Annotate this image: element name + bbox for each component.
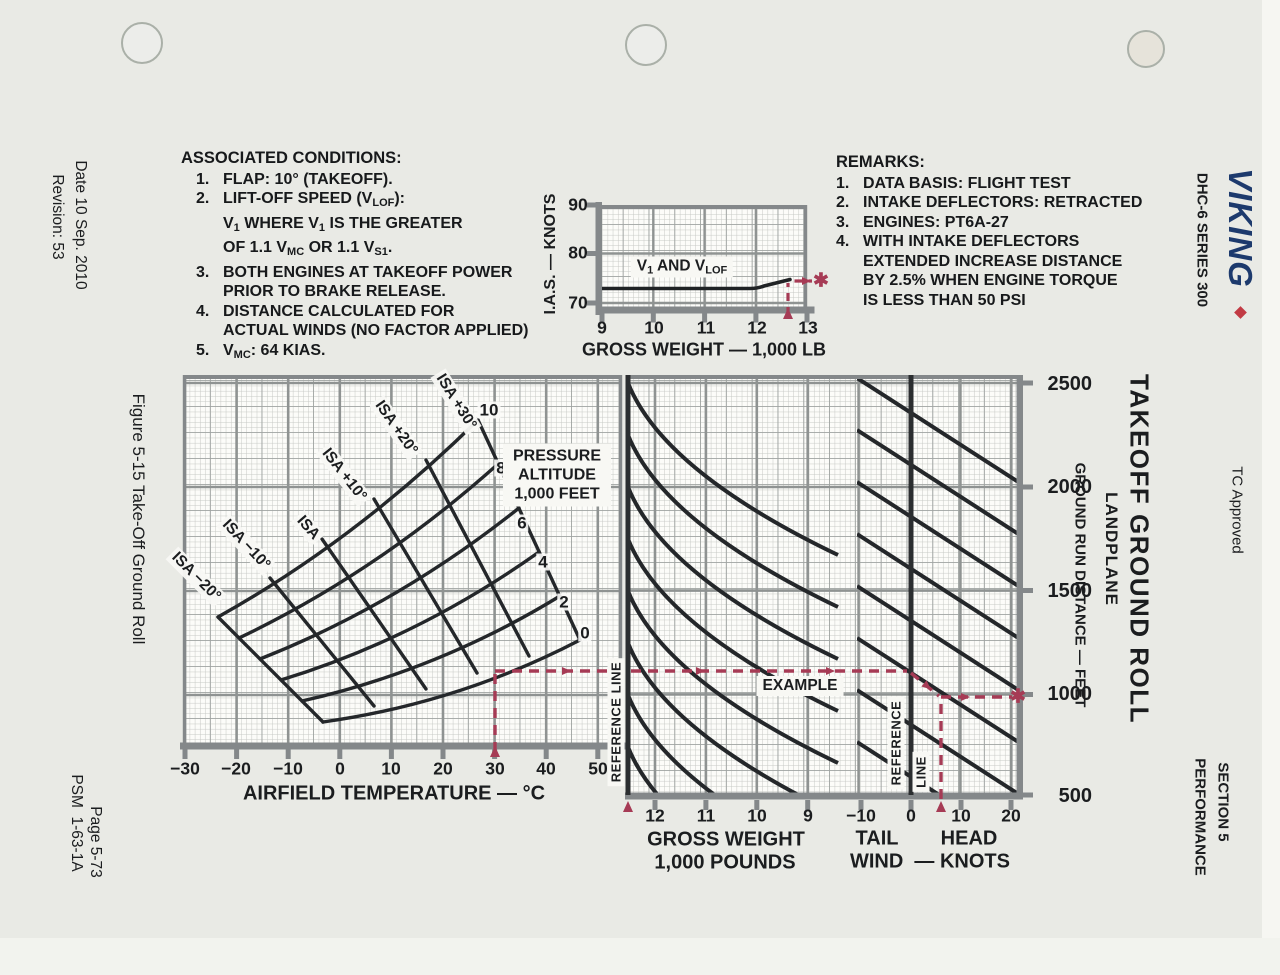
wind-tick: 10 <box>951 805 971 826</box>
wind-axis-label: WIND — KNOTS <box>850 850 1010 873</box>
weight-axis-label: GROSS WEIGHT <box>647 828 805 851</box>
pressure-altitude-tick: 0 <box>578 623 592 643</box>
condition-item: 4. DISTANCE CALCULATED FOR ACTUAL WINDS (… <box>196 302 529 340</box>
vspeed-x-tick: 10 <box>644 317 664 338</box>
temp-tick: −30 <box>170 758 200 779</box>
page-edge-bottom <box>0 938 1280 975</box>
revision-label: Revision: 53 <box>49 174 66 260</box>
punch-hole <box>625 24 667 66</box>
isa-pa-lattice <box>216 418 582 724</box>
aircraft-model-label: DHC-6 SERIES 300 <box>1193 172 1211 308</box>
condition-item: 3. BOTH ENGINES AT TAKEOFF POWER PRIOR TO… <box>196 263 513 301</box>
distance-tick: 2500 <box>1047 373 1093 395</box>
distance-tick: 500 <box>1058 785 1092 807</box>
temp-tick: 20 <box>433 758 453 779</box>
wind-tick: −10 <box>846 805 876 826</box>
temp-tick: 50 <box>588 758 608 779</box>
punch-hole <box>1127 30 1165 68</box>
pressure-altitude-tick: 10 <box>477 400 501 420</box>
psm-number: PSM 1-63-1A <box>68 774 85 872</box>
vspeed-x-tick: 9 <box>597 317 607 338</box>
head-wind-label: HEAD <box>940 827 998 850</box>
temp-tick: −20 <box>221 758 251 779</box>
chart-title: TAKEOFF GROUND ROLL <box>1124 373 1155 725</box>
weight-tick: 9 <box>803 805 813 826</box>
remarks-title: REMARKS: <box>836 153 925 171</box>
temp-tick: 30 <box>485 758 505 779</box>
distance-tick: 1500 <box>1047 580 1093 602</box>
page-number: Page 5-73 <box>87 806 104 878</box>
condition-item: 5. VMC: 64 KIAS. <box>196 341 326 361</box>
example-label: EXAMPLE <box>756 676 844 696</box>
distance-tick: 1000 <box>1047 683 1093 705</box>
example-arrows <box>490 277 970 812</box>
section-label: SECTION 5 <box>1214 762 1232 842</box>
performance-label: PERFORMANCE <box>1191 758 1209 876</box>
condition-item: 2. LIFT-OFF SPEED (VLOF): V1 WHERE V1 IS… <box>196 190 463 258</box>
vspeed-x-tick: 12 <box>747 317 767 338</box>
temp-axis-label: AIRFIELD TEMPERATURE — °C <box>242 782 546 805</box>
chart-subtitle: LANDPLANE <box>1102 492 1121 606</box>
vspeed-x-tick: 13 <box>798 317 818 338</box>
weight-tick: 12 <box>645 805 665 826</box>
pressure-altitude-tick: 4 <box>536 552 550 572</box>
weight-axis-label2: 1,000 POUNDS <box>654 851 796 874</box>
figure-caption: Figure 5-15 Take-Off Ground Roll <box>129 393 148 645</box>
remark-item: 4. WITH INTAKE DEFLECTORS EXTENDED INCREA… <box>836 233 1123 309</box>
revision-date-label: Date 10 Sep. 2010 <box>72 160 89 290</box>
v1-vlof-line <box>600 277 792 291</box>
tail-wind-label: TAIL <box>855 827 899 850</box>
remark-item: 3. ENGINES: PT6A-27 <box>836 213 1009 231</box>
temp-tick: 40 <box>536 758 556 779</box>
vspeed-y-tick: 80 <box>568 242 588 263</box>
wind-tick: 20 <box>1001 805 1021 826</box>
reference-line-1-label: REFERENCE LINE <box>607 657 625 787</box>
vspeed-x-tick: 11 <box>696 317 716 338</box>
reference-line-2-label: LINE <box>912 752 930 792</box>
wind-guide-lines <box>857 376 1020 795</box>
axis-frames <box>180 202 1033 810</box>
condition-item: 1. FLAP: 10° (TAKEOFF). <box>196 170 393 188</box>
pressure-altitude-tick: 6 <box>515 513 529 533</box>
wind-tick: 0 <box>906 805 916 826</box>
vspeed-y-tick: 90 <box>568 194 588 215</box>
remarks: REMARKS: 1. DATA BASIS: FLIGHT TEST 2. I… <box>836 153 1166 310</box>
temp-tick: 0 <box>335 758 345 779</box>
weight-tick: 10 <box>747 805 767 826</box>
reference-line-2-label: REFERENCE <box>887 696 905 790</box>
page-edge-right <box>1262 0 1280 975</box>
punch-hole <box>121 22 163 64</box>
tc-approved-label: TC Approved <box>1228 466 1246 554</box>
associated-conditions: ASSOCIATED CONDITIONS: 1. FLAP: 10° (TAK… <box>181 149 541 365</box>
example-end-asterisk: ✱ <box>1010 686 1026 708</box>
vspeed-x-axis-label: GROSS WEIGHT — 1,000 LB <box>581 339 827 360</box>
remark-item: 2. INTAKE DEFLECTORS: RETRACTED <box>836 194 1143 211</box>
example-end-asterisk: ✱ <box>813 270 829 292</box>
pressure-altitude-box: PRESSURE ALTITUDE 1,000 FEET <box>502 443 612 507</box>
temp-tick: 10 <box>381 758 401 779</box>
conditions-title: ASSOCIATED CONDITIONS: <box>181 149 402 167</box>
weight-tick: 11 <box>696 805 716 826</box>
vspeed-y-axis-label: I.A.S. — KNOTS <box>542 193 559 315</box>
viking-logo: VIKING <box>1222 168 1259 288</box>
pressure-altitude-tick: 2 <box>557 592 571 612</box>
vspeed-y-tick: 70 <box>568 292 588 313</box>
distance-axis-label: GROUND RUN DISTANCE — FEET <box>1071 462 1089 708</box>
v1-vlof-label: V1 AND VLOF <box>630 256 734 278</box>
remark-item: 1. DATA BASIS: FLIGHT TEST <box>836 174 1071 192</box>
distance-tick: 2000 <box>1047 476 1093 498</box>
temp-tick: −10 <box>273 758 303 779</box>
